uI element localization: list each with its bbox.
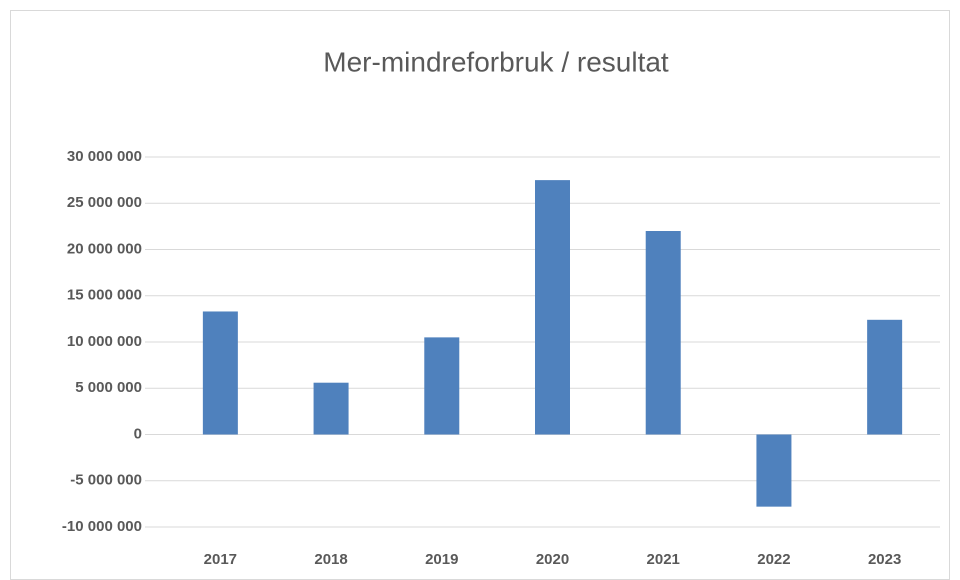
y-tick-label: 20 000 000: [67, 240, 142, 257]
chart-title: Mer-mindreforbruk / resultat: [323, 46, 669, 77]
y-tick-label: 15 000 000: [67, 287, 142, 304]
y-tick-label: 5 000 000: [75, 379, 142, 396]
bar: [867, 319, 903, 435]
y-tick-label: 30 000 000: [67, 148, 142, 165]
x-tick-label: 2023: [868, 551, 901, 568]
bar: [202, 311, 238, 435]
y-tick-label: 25 000 000: [67, 194, 142, 211]
x-tick-label: 2020: [536, 551, 569, 568]
bar: [424, 337, 460, 435]
bar: [535, 180, 570, 435]
chart-frame: [10, 10, 950, 580]
bar: [645, 231, 681, 435]
x-tick-label: 2019: [425, 551, 458, 568]
y-tick-label: 10 000 000: [67, 333, 142, 350]
x-tick-label: 2021: [647, 551, 680, 568]
y-tick-label: 0: [134, 425, 142, 442]
bar: [313, 382, 349, 435]
y-tick-label: -5 000 000: [70, 472, 142, 489]
x-tick-label: 2018: [314, 551, 347, 568]
y-tick-label: -10 000 000: [62, 518, 142, 535]
x-tick-label: 2022: [757, 551, 790, 568]
x-tick-label: 2017: [204, 551, 237, 568]
bar: [756, 434, 792, 507]
